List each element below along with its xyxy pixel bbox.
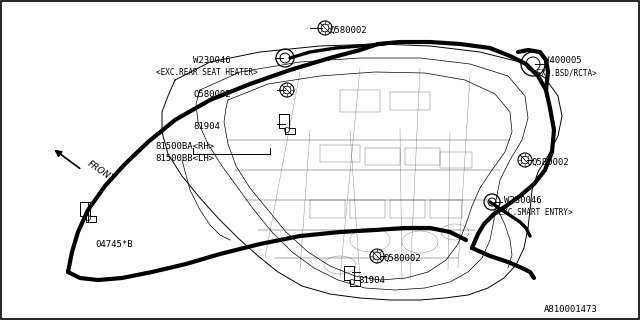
Text: <EXC.REAR SEAT HEATER>: <EXC.REAR SEAT HEATER>: [156, 68, 258, 77]
Text: <EXC.BSD/RCTA>: <EXC.BSD/RCTA>: [533, 68, 598, 77]
Text: 81904: 81904: [193, 122, 220, 131]
Text: <EXC.SMART ENTRY>: <EXC.SMART ENTRY>: [494, 208, 573, 217]
Text: Q580002: Q580002: [193, 90, 230, 99]
Text: 81500BA<RH>: 81500BA<RH>: [155, 142, 214, 151]
Text: A810001473: A810001473: [544, 305, 598, 314]
Text: W230046: W230046: [504, 196, 541, 205]
Text: Q580002: Q580002: [383, 254, 420, 263]
Text: W230046: W230046: [193, 56, 230, 65]
Text: FRONT: FRONT: [86, 160, 116, 184]
Text: 81500BB<LH>: 81500BB<LH>: [155, 154, 214, 163]
Text: Q580002: Q580002: [330, 26, 367, 35]
Text: W400005: W400005: [544, 56, 582, 65]
Text: Q580002: Q580002: [531, 158, 568, 167]
Text: 04745*B: 04745*B: [95, 240, 132, 249]
Text: 81904: 81904: [358, 276, 385, 285]
